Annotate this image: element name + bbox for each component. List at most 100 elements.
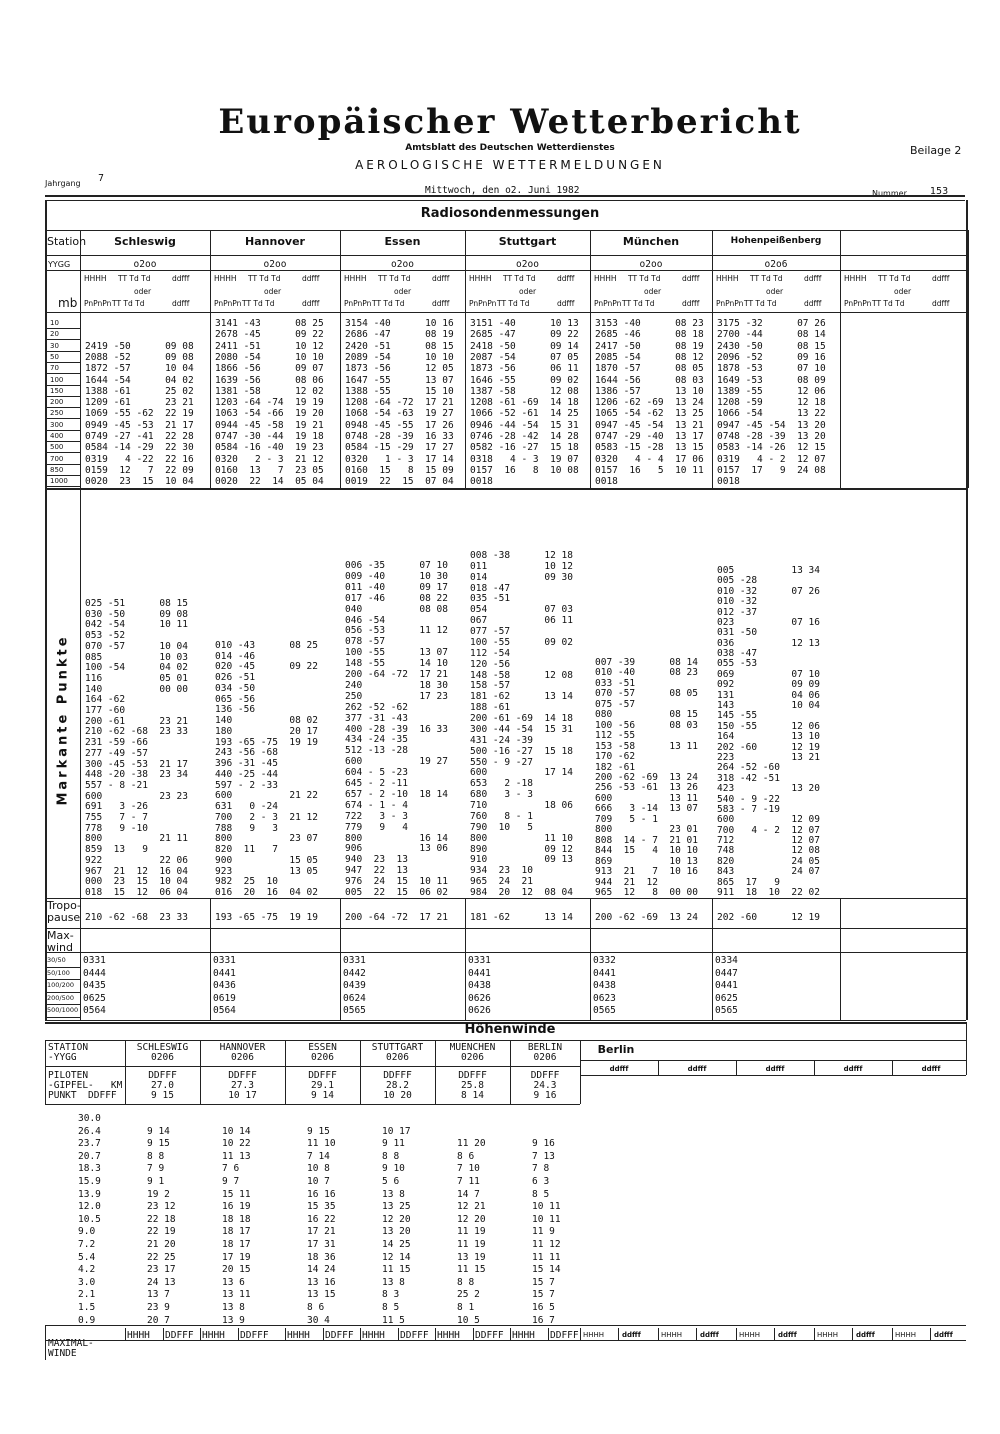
wind: 25 2 [457,1289,480,1301]
rule [45,350,80,352]
maxwind: 0438 [468,980,491,991]
level-value: 2085 -54 08 12 [595,351,704,363]
label: Tropo- [47,899,81,912]
maxwind: 0626 [468,992,491,1004]
marked-point: 055 -53 [717,658,758,670]
km: 27.0 [151,1080,174,1091]
rule [360,1328,361,1340]
wind: 11 15 [382,1264,411,1276]
level-value: 1646 -55 09 02 [470,374,579,386]
col-head: TT Td Td [503,274,536,283]
rule [125,1328,126,1340]
level-value: 1872 -57 10 04 [85,363,194,375]
marked-point: 158 -57 [470,680,511,692]
wind: 11 13 [222,1150,251,1162]
rule [45,463,80,465]
col-head: ddfff [557,299,575,308]
marked-point: 065 -56 [215,693,256,705]
height: 9.0 [78,1226,96,1238]
marked-point: 947 22 13 [345,865,408,877]
marked-point: 200 -62 -69 13 24 [595,772,698,783]
rule [323,1328,324,1340]
maxwind: 0332 [593,955,616,966]
marked-point: 843 24 07 [717,866,820,878]
marked-point: 077 -57 [470,626,511,638]
marked-point: 604 - 5 -23 [345,767,408,779]
marked-point: 934 23 10 [470,865,533,877]
rule [45,1020,966,1021]
level-value: 0584 -16 -40 19 23 [215,442,324,454]
marked-point: 800 23 07 [215,833,318,845]
wind: 12 14 [382,1251,411,1263]
wind: 15 7 [532,1289,555,1301]
wind: 17 21 [307,1226,336,1238]
rule [696,1328,697,1340]
marked-point: 200 -64 -72 17 21 [345,669,448,680]
level-value: 2419 -50 09 08 [85,340,194,352]
level-value: 2678 -45 09 22 [215,329,324,341]
marked-point: 145 -55 [717,710,758,722]
marked-point: 844 15 4 10 10 [595,845,698,857]
col-head: TT Td Td [372,299,405,308]
level-value: 0157 16 8 10 08 [470,464,579,476]
rule [210,898,211,1020]
wind: 15 35 [307,1201,336,1213]
wind: 18 17 [222,1226,251,1238]
level-value: 0746 -28 -42 14 28 [470,431,579,442]
rule [473,1328,474,1340]
height: 10.5 [78,1213,101,1225]
rule [45,200,47,1020]
rule [45,384,80,386]
station-name: MUENCHEN [449,1042,496,1053]
marked-point: 010 -43 08 25 [215,640,318,651]
col-head: PnPnPn [469,299,497,308]
wind: 15 11 [222,1188,251,1200]
wind: 10 7 [307,1176,330,1187]
marked-point: 396 -31 -45 [215,758,278,770]
col-head: HHHH [594,274,617,283]
col-head: oder [766,287,784,296]
rule [45,441,80,442]
wind: 9 1 [147,1176,165,1187]
km: 24.3 [533,1080,557,1091]
wind: 10 8 [307,1163,330,1175]
marked-point: 033 -51 [595,677,636,689]
maxwind: 0565 [343,1005,366,1016]
marked-point: 092 09 09 [717,679,820,691]
station-name: STUTTGART [371,1042,424,1053]
marked-point: 788 9 3 [215,822,278,834]
height: 20.7 [78,1150,101,1162]
marked-point: 148 -58 12 08 [470,669,573,681]
marked-point: 010 -32 [717,596,758,608]
rule [736,1060,737,1075]
rule [45,488,966,490]
yygg: 0206 [461,1052,484,1063]
rule [45,255,966,256]
marked-point: 005 13 34 [717,565,820,576]
maxwind: 0439 [343,980,366,991]
col-head: TT Td Td [242,299,275,308]
marked-point: 075 -57 [595,698,636,710]
col-head: ddfff [856,1331,875,1339]
marked-point: 016 20 16 04 02 [215,887,318,898]
tropopause: 200 -62 -69 13 24 [595,912,698,923]
rule [736,1328,737,1340]
rule [712,230,713,488]
level-value: 1208 -59 12 18 [717,397,826,409]
level-value: 1647 -55 13 07 [345,374,454,386]
label: PILOTEN [48,1070,89,1081]
wind: 11 15 [457,1264,486,1276]
maxwind: 0619 [213,992,236,1004]
col-head: PnPnPn [214,299,242,308]
wind: 16 22 [307,1213,336,1225]
wind: 8 6 [457,1150,475,1162]
maxwind: 0442 [343,967,366,979]
marked-point: 010 -40 08 23 [595,667,698,679]
marked-point: 890 09 12 [470,843,573,855]
station-name: ESSEN [308,1042,337,1053]
marked-point: 865 17 9 [717,876,780,888]
col-head: HHHH [362,1330,385,1341]
wind: 6 3 [532,1176,550,1187]
level-value: 0319 4 - 2 12 07 [717,453,826,465]
maxwind: 0334 [715,955,738,966]
